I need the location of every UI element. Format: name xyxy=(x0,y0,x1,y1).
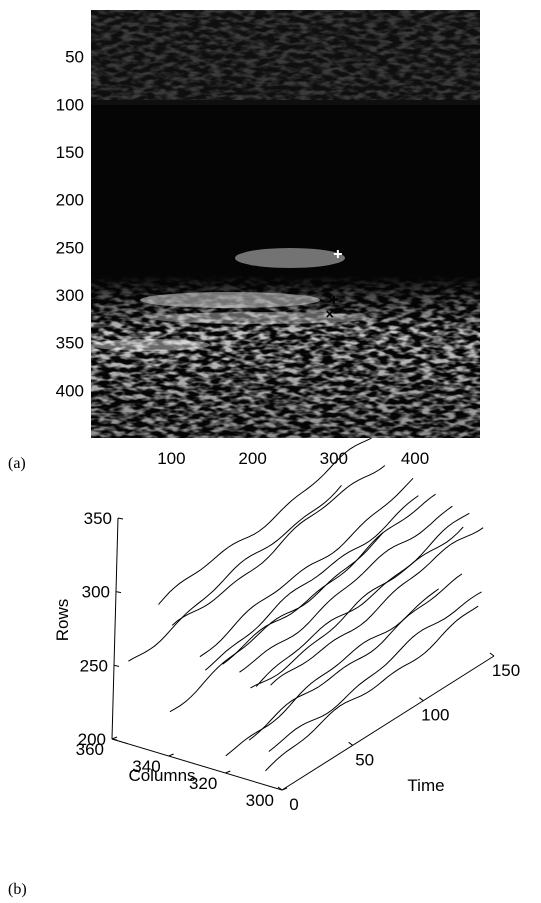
z-tick-mark xyxy=(115,591,122,594)
y-tick-label: 400 xyxy=(56,381,84,400)
trajectory-line xyxy=(250,526,464,689)
x-tick-label: 100 xyxy=(421,706,449,725)
y-tick-label: 320 xyxy=(189,774,217,793)
panel-a: 100 200 300 400 50 100 150 200 250 300 350 400 (a) xyxy=(8,10,480,472)
x-tick-label: 400 xyxy=(401,449,429,468)
x-tick-mark xyxy=(419,697,424,702)
x-tick-label: 150 xyxy=(492,661,520,680)
z-axis-line xyxy=(111,517,119,740)
ultrasound-image xyxy=(91,10,480,438)
marker-plus xyxy=(329,295,338,304)
trajectory-line xyxy=(222,493,436,665)
trajectory-line xyxy=(199,477,414,658)
z-tick-label: 200 xyxy=(78,730,106,749)
x-tick-mark xyxy=(489,652,495,657)
trajectory-line xyxy=(204,495,419,671)
x-axis-line xyxy=(281,655,495,791)
trajectory-line xyxy=(270,527,484,686)
trajectory-line xyxy=(158,437,372,605)
panel-label-a: (a) xyxy=(8,455,26,472)
x-tick-mark xyxy=(348,741,353,746)
y-axis-label: Columns xyxy=(128,766,195,785)
y-tick-mark xyxy=(281,787,288,791)
z-tick-label: 250 xyxy=(80,656,108,675)
z-tick-mark xyxy=(117,517,124,520)
trajectory-line xyxy=(171,465,386,626)
panel-label-b: (b) xyxy=(8,881,27,898)
trajectory-line xyxy=(128,484,342,662)
trajectory-line xyxy=(248,573,463,741)
y-axis-line xyxy=(111,738,283,791)
y-tick-label: 250 xyxy=(56,238,84,257)
y-tick-label: 200 xyxy=(56,191,84,210)
z-tick-label: 300 xyxy=(82,583,110,602)
x-tick-label: 100 xyxy=(157,449,185,468)
y-tick-label: 50 xyxy=(65,48,84,67)
y-tick-label: 350 xyxy=(56,334,84,353)
y-tick-label: 340 xyxy=(132,757,160,776)
z-axis-label: Rows xyxy=(53,599,72,642)
marker-x xyxy=(326,310,334,318)
x-tick-label: 0 xyxy=(289,795,298,814)
trajectory-line xyxy=(239,505,453,673)
trajectory-line xyxy=(265,605,479,772)
marker-plus xyxy=(333,250,342,259)
trajectory-line xyxy=(225,588,439,757)
trajectory-line xyxy=(255,512,470,687)
z-tick-label: 350 xyxy=(84,509,112,528)
z-tick-mark xyxy=(111,738,118,741)
z-tick-mark xyxy=(113,664,120,667)
y-tick-label: 300 xyxy=(56,286,84,305)
y-tick-label: 300 xyxy=(246,791,274,810)
y-tick-mark xyxy=(168,753,174,757)
x-tick-label: 300 xyxy=(320,449,348,468)
x-axis-label: Time xyxy=(407,776,444,795)
x-tick-label: 50 xyxy=(355,750,374,769)
y-tick-mark xyxy=(225,770,231,774)
x-tick-mark xyxy=(277,786,283,791)
trajectory-line xyxy=(169,532,384,713)
y-tick-label: 360 xyxy=(76,740,104,759)
y-tick-label: 100 xyxy=(56,95,84,114)
x-tick-label: 200 xyxy=(238,449,266,468)
y-tick-label: 150 xyxy=(56,143,84,162)
trajectory-line xyxy=(268,591,482,752)
